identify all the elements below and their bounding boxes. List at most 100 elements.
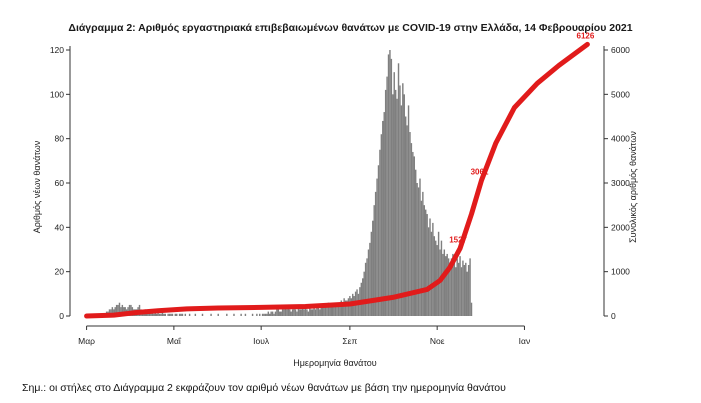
bar [188, 313, 191, 316]
bar [384, 89, 387, 317]
bar [128, 304, 131, 316]
x-tick-label: Νοε [430, 336, 445, 346]
bar [281, 309, 284, 316]
bar [174, 313, 177, 316]
bar [115, 304, 118, 316]
bar [259, 313, 261, 316]
bar [360, 282, 363, 316]
bar [423, 205, 425, 316]
bar [343, 298, 345, 316]
x-tick-label: Σεπ [342, 336, 357, 346]
bar [154, 311, 156, 316]
bar [366, 258, 368, 316]
bar [469, 258, 471, 316]
bar [323, 304, 325, 316]
y2-tick-label: 6000 [611, 45, 630, 55]
bar [422, 191, 424, 316]
y-tick-label: 120 [50, 45, 64, 55]
bar [306, 309, 308, 316]
bar [377, 165, 380, 316]
bar [301, 307, 304, 316]
y2-tick-label: 1000 [611, 267, 630, 277]
bar [460, 267, 463, 316]
bar [410, 143, 413, 316]
bar [376, 178, 378, 316]
bar [403, 94, 405, 316]
bar [449, 262, 451, 316]
bar [279, 311, 281, 316]
bar [373, 205, 375, 316]
bar [263, 313, 265, 316]
bar [432, 222, 434, 316]
bar [433, 236, 436, 316]
bar [226, 313, 228, 316]
bar [465, 262, 467, 316]
bar [130, 304, 132, 316]
footnote: Σημ.: οι στήλες στο Διάγραμμα 2 εκφράζου… [22, 382, 506, 394]
bar [291, 309, 294, 316]
bar [184, 313, 187, 316]
bar [284, 307, 287, 316]
bar [467, 265, 470, 316]
bar [396, 98, 398, 317]
bar [181, 313, 184, 316]
bar [311, 309, 314, 316]
bar [286, 309, 288, 316]
bar [157, 311, 159, 316]
bar [319, 309, 321, 316]
bar [168, 313, 171, 316]
bar [412, 151, 414, 316]
bar [178, 313, 181, 316]
bar [277, 309, 280, 316]
bar [304, 307, 307, 316]
bar [160, 313, 162, 316]
bar [151, 311, 154, 316]
bar [276, 309, 278, 316]
chart-title: Διάγραμμα 2: Αριθμός εργαστηριακά επιβεβ… [68, 22, 633, 34]
bar [114, 307, 116, 316]
bar [417, 187, 420, 316]
cumulative-line [84, 41, 590, 319]
bar [274, 311, 277, 316]
bar [409, 132, 411, 316]
bar [273, 313, 275, 316]
bar [370, 231, 373, 316]
bar [447, 258, 450, 316]
bar [153, 313, 155, 316]
bar [457, 262, 460, 316]
bar [463, 265, 466, 316]
data-label: 3061 [471, 167, 489, 176]
bar [339, 304, 341, 316]
bar [283, 309, 285, 316]
bar [347, 298, 350, 316]
bar [155, 313, 158, 316]
bar [426, 214, 428, 316]
bar [296, 311, 298, 316]
bar [111, 307, 114, 316]
bar [300, 309, 302, 316]
bar [394, 89, 397, 317]
bar [402, 83, 404, 316]
bar [314, 309, 317, 316]
bar [443, 249, 446, 316]
bar [334, 302, 337, 316]
y2-tick-label: 5000 [611, 89, 630, 99]
bar [392, 94, 394, 316]
bar [336, 304, 338, 316]
bar [121, 304, 124, 316]
bar [337, 302, 340, 316]
bar [450, 258, 453, 316]
bar [326, 304, 328, 316]
bar [327, 302, 330, 316]
bar [294, 309, 297, 316]
bar [459, 256, 461, 316]
y2-tick-label: 4000 [611, 134, 630, 144]
bar [110, 309, 112, 316]
bar [330, 307, 332, 316]
bar [108, 309, 111, 316]
bar [393, 72, 395, 316]
x-tick-label: Ιαν [519, 336, 531, 346]
bar [389, 50, 391, 316]
bar [297, 307, 300, 316]
bar [453, 260, 456, 316]
